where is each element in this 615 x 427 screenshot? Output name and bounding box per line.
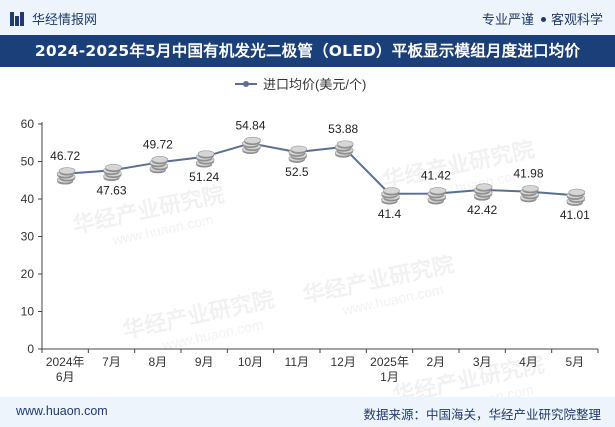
footer: www.huaon.com 数据来源：中国海关，华经产业研究院整理	[0, 397, 615, 427]
x-tick-label-7: 1月	[380, 370, 399, 384]
data-point-2	[149, 156, 169, 174]
data-label-9: 42.42	[467, 203, 497, 217]
data-point-1	[103, 163, 122, 182]
data-point-9	[473, 183, 493, 201]
data-label-1: 47.63	[96, 183, 126, 197]
x-tick-label-8: 2月	[426, 355, 445, 369]
top-bar: 华经情报网 专业严谨 客观科学	[0, 0, 615, 34]
data-label-10: 41.98	[513, 167, 543, 181]
line-chart: 华经产业研究院www.huaon.com华经产业研究院www.huaon.com…	[21, 77, 599, 418]
legend-label: 进口均价(美元/个)	[263, 77, 366, 92]
brand: 华经情报网	[10, 9, 97, 28]
brand-name: 华经情报网	[32, 12, 98, 27]
y-tick-label-0: 0	[27, 342, 34, 356]
footer-website: www.huaon.com	[16, 404, 108, 418]
data-label-5: 52.5	[285, 165, 309, 179]
x-tick-label-5: 11月	[285, 355, 309, 369]
data-point-3	[195, 150, 215, 168]
x-tick-label-7: 2025年	[370, 355, 409, 369]
y-tick-label-10: 10	[21, 305, 35, 319]
data-label-6: 53.88	[328, 122, 358, 136]
data-point-8	[427, 187, 447, 205]
x-tick-label-6: 12月	[330, 355, 355, 369]
tag-professional: 专业严谨	[481, 12, 534, 27]
data-point-10	[520, 185, 539, 203]
x-tick-label-0: 6月	[56, 370, 75, 384]
chart-title: 2024-2025年5月中国有机发光二极管（OLED）平板显示模组月度进口均价	[0, 35, 615, 67]
data-label-2: 49.72	[143, 138, 173, 152]
data-point-6	[334, 140, 354, 158]
data-label-7: 41.4	[378, 207, 402, 221]
x-tick-label-3: 9月	[195, 355, 214, 369]
header-tags: 专业严谨 客观科学	[482, 9, 603, 28]
tag-objective: 客观科学	[550, 12, 603, 27]
x-tick-label-11: 5月	[565, 355, 584, 369]
x-tick-label-2: 8月	[148, 355, 167, 369]
bullet-dot-icon	[540, 17, 546, 23]
legend-marker-swatch	[243, 81, 249, 87]
plot-area: 华经产业研究院 www.huaon.com 华经产业研究院 www.huaon.com…	[0, 67, 615, 418]
data-label-4: 54.84	[235, 118, 265, 132]
brand-logo-icon	[10, 11, 24, 26]
data-point-0	[56, 167, 76, 185]
x-tick-label-10: 4月	[519, 355, 538, 369]
data-point-11	[566, 188, 586, 206]
x-tick-label-0: 2024年	[46, 355, 85, 369]
y-tick-label-30: 30	[21, 230, 35, 244]
data-label-8: 41.42	[421, 169, 451, 183]
y-tick-label-50: 50	[21, 155, 35, 169]
data-point-4	[242, 136, 261, 155]
data-label-3: 51.24	[189, 170, 219, 184]
y-tick-label-20: 20	[21, 267, 35, 281]
y-tick-label-40: 40	[21, 192, 35, 206]
x-tick-label-1: 7月	[102, 355, 121, 369]
data-label-11: 41.01	[560, 208, 590, 222]
data-point-5	[288, 145, 308, 163]
y-tick-label-60: 60	[21, 117, 35, 131]
data-label-0: 46.72	[50, 149, 80, 163]
data-point-7	[381, 187, 400, 205]
x-tick-label-9: 3月	[473, 355, 492, 369]
x-tick-label-4: 10月	[238, 355, 263, 369]
footer-source: 数据来源：中国海关，华经产业研究院整理	[363, 408, 601, 422]
legend: 进口均价(美元/个)	[235, 77, 366, 92]
